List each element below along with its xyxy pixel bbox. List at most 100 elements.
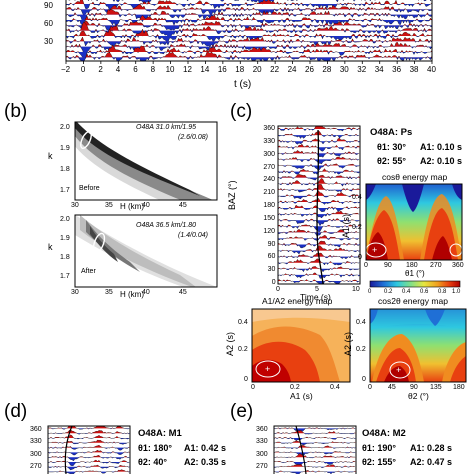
panel-b-before-ytick-2: 1.8 (60, 166, 70, 173)
panel-c-a2: A2: 0.10 s (420, 156, 463, 166)
seismic-trace (48, 459, 130, 467)
panel-c-cos2-title: cos2θ energy map (378, 296, 448, 306)
panel-c-cos-ytick-1: 0.2 (352, 224, 362, 231)
panel-c-cos-ytick-2: 0 (358, 254, 362, 261)
panel-c-cos-xtick-3: 270 (430, 262, 442, 269)
negative-lobe (48, 438, 130, 439)
positive-lobe (66, 37, 432, 42)
positive-lobe (48, 426, 130, 429)
panel-d-a1: A1: 0.42 s (184, 443, 227, 453)
seismic-trace (274, 460, 356, 467)
panel-a-xtick: 26 (305, 65, 314, 74)
positive-lobe (278, 168, 360, 172)
panel-c-a1a2-ytick-2: 0 (244, 376, 248, 383)
panel-a-xtick: 20 (252, 65, 262, 74)
panel-c-trace-ytick: 0 (271, 279, 276, 286)
positive-lobe (278, 272, 360, 275)
positive-lobe (278, 245, 360, 251)
negative-lobe (278, 171, 360, 175)
positive-lobe (274, 430, 356, 434)
positive-lobe (66, 42, 432, 47)
negative-lobe (278, 189, 360, 193)
panel-c-a1a2-xtick-1: 0.2 (290, 384, 300, 391)
positive-lobe (66, 51, 432, 58)
positive-lobe (274, 437, 356, 438)
svg-text:+: + (372, 245, 377, 255)
positive-lobe (48, 450, 130, 453)
seismic-trace (278, 258, 360, 266)
positive-lobe (278, 184, 360, 190)
panel-c-trace-ytick: 210 (263, 189, 276, 197)
panel-c-cos2-xtick-4: 180 (453, 384, 465, 391)
panel-c-trace-ytick: 180 (263, 202, 276, 209)
panel-c-cos2-xtick-0: 0 (368, 384, 372, 391)
seismic-trace (66, 36, 432, 47)
positive-lobe (274, 470, 356, 472)
panel-b-after-xtick-0: 30 (71, 289, 79, 296)
panel-b-before-annotation-err: (2.6/0.08) (178, 134, 208, 141)
seismic-trace (278, 204, 360, 212)
seismic-trace (278, 150, 360, 158)
seismic-trace (274, 470, 356, 474)
negative-lobe (274, 466, 356, 468)
seismic-trace (278, 156, 360, 165)
panel-c-cos2-xtick-3: 135 (430, 384, 442, 391)
panel-c-trace-ytick: 360 (263, 125, 276, 132)
positive-lobe (278, 138, 360, 142)
negative-lobe (278, 135, 360, 139)
svg-text:+: + (396, 365, 401, 375)
panel-a-xtick: 14 (200, 65, 210, 74)
panel-b-before-ylabel: k (48, 151, 53, 161)
positive-lobe (66, 21, 432, 31)
positive-lobe (66, 15, 432, 20)
panel-a-xtick: 38 (409, 65, 419, 74)
negative-lobe (274, 447, 356, 449)
panel-c-trace-xtick-2: 10 (352, 286, 360, 293)
colorbar-tick-3: 0.6 (420, 289, 429, 295)
panel-a-ytick-60: 60 (44, 19, 53, 28)
panel-a-xtick: 6 (133, 65, 138, 74)
panel-a-xtick: 4 (115, 65, 121, 74)
seismic-trace (48, 464, 130, 471)
panel-b-before-xtick-0: 30 (71, 202, 79, 209)
negative-lobe (66, 36, 432, 43)
positive-lobe (278, 190, 360, 196)
panel-a-xtick: 40 (427, 65, 436, 74)
panel-c-cos2-ytick-1: 0.2 (356, 346, 366, 353)
panel-a-xtick: 28 (322, 65, 332, 74)
panel-c-a1a2-xtick-2: 0.4 (330, 384, 340, 391)
panel-b-after-ytick-0: 2.0 (60, 216, 70, 223)
negative-lobe (274, 462, 356, 466)
seismic-trace (278, 184, 360, 193)
negative-lobe (274, 438, 356, 441)
colorbar-tick-0: 0 (368, 289, 372, 295)
positive-lobe (274, 453, 356, 458)
positive-lobe (48, 460, 130, 462)
seismic-trace (278, 138, 360, 145)
seismic-trace (274, 427, 356, 432)
colorbar-tick-1: 0.2 (384, 289, 393, 295)
seismic-trace (66, 44, 432, 59)
panel-b-after-annotation: O48A 36.5 km/1.80 (136, 222, 197, 229)
seismic-trace (278, 272, 360, 279)
panel-a-xtick: 2 (98, 65, 103, 74)
panel-b-before-xlabel: H (km) (120, 202, 144, 211)
panel-b-before-annotation: O48A 31.0 km/1.95 (136, 124, 197, 131)
seismic-trace (274, 436, 356, 441)
negative-lobe (278, 262, 360, 265)
positive-lobe (48, 455, 130, 458)
negative-lobe (278, 256, 360, 259)
panel-b-after-xlabel: H (km) (120, 290, 144, 299)
positive-lobe (278, 130, 360, 136)
negative-lobe (274, 428, 356, 432)
panel-a-xtick: 34 (374, 65, 384, 74)
panel-d-theta1: θ1: 180° (138, 443, 172, 453)
panel-c-trace-ytick: 240 (263, 176, 276, 184)
negative-lobe (48, 442, 130, 445)
seismic-trace (278, 174, 360, 181)
seismic-trace (278, 143, 360, 152)
negative-lobe (274, 442, 356, 445)
panel-a-xtick: 0 (80, 65, 86, 74)
panel-c-cos-ylabel: A1 (s) (341, 213, 351, 238)
seismic-trace (66, 51, 432, 61)
